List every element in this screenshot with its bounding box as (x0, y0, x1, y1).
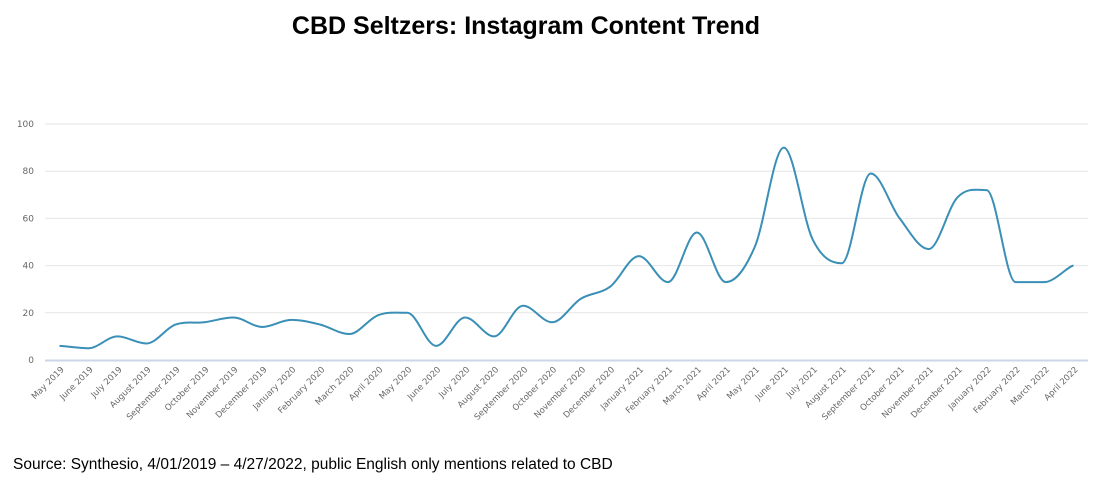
data-point[interactable] (722, 278, 730, 286)
data-point[interactable] (925, 245, 933, 253)
data-point[interactable] (751, 243, 759, 251)
data-point[interactable] (693, 229, 701, 237)
data-point[interactable] (838, 259, 846, 267)
data-point[interactable] (461, 314, 469, 322)
data-point[interactable] (954, 193, 962, 201)
series-line (59, 146, 1074, 350)
y-tick-label: 100 (17, 120, 34, 130)
data-point[interactable] (55, 342, 63, 350)
data-point[interactable] (1012, 278, 1020, 286)
data-point[interactable] (867, 170, 875, 178)
data-point[interactable] (345, 330, 353, 338)
data-point[interactable] (229, 314, 237, 322)
data-point[interactable] (200, 318, 208, 326)
data-point[interactable] (113, 332, 121, 340)
data-point[interactable] (316, 321, 324, 329)
data-point[interactable] (1041, 278, 1049, 286)
data-point[interactable] (606, 283, 614, 291)
data-point[interactable] (548, 318, 556, 326)
x-tick-label: December 2020 (562, 365, 617, 420)
data-point[interactable] (780, 144, 788, 152)
data-point[interactable] (664, 278, 672, 286)
data-point[interactable] (490, 332, 498, 340)
x-tick-label: November 2021 (880, 365, 936, 421)
gridlines (45, 123, 1088, 314)
data-point[interactable] (258, 323, 266, 331)
data-point[interactable] (142, 339, 150, 347)
data-point[interactable] (287, 316, 295, 324)
x-tick-label: September 2020 (473, 365, 531, 423)
data-point[interactable] (171, 321, 179, 329)
x-tick-label: November 2019 (185, 365, 241, 421)
y-tick-label: 80 (23, 167, 35, 177)
data-point[interactable] (403, 309, 411, 317)
x-tick-label: September 2021 (820, 365, 878, 423)
x-tick-label: December 2019 (214, 365, 269, 420)
y-tick-label: 60 (23, 214, 35, 224)
data-point[interactable] (432, 342, 440, 350)
y-tick-label: 0 (28, 356, 34, 366)
y-tick-label: 20 (23, 309, 35, 319)
y-tick-label: 40 (23, 262, 35, 272)
data-point[interactable] (1070, 262, 1078, 270)
x-tick-label: September 2019 (125, 365, 183, 423)
y-axis-ticks: 0 20 40 60 80 100 (17, 120, 34, 366)
data-point[interactable] (577, 295, 585, 303)
source-note: Source: Synthesio, 4/01/2019 – 4/27/2022… (13, 456, 613, 473)
x-tick-label: November 2020 (533, 365, 589, 421)
chart-title: CBD Seltzers: Instagram Content Trend (291, 12, 761, 40)
data-point[interactable] (635, 252, 643, 260)
data-point[interactable] (84, 344, 92, 352)
data-point[interactable] (896, 214, 904, 222)
data-point[interactable] (374, 311, 382, 319)
data-point[interactable] (809, 236, 817, 244)
data-point[interactable] (983, 186, 991, 194)
x-tick-label: December 2021 (909, 365, 964, 420)
data-point[interactable] (519, 302, 527, 310)
